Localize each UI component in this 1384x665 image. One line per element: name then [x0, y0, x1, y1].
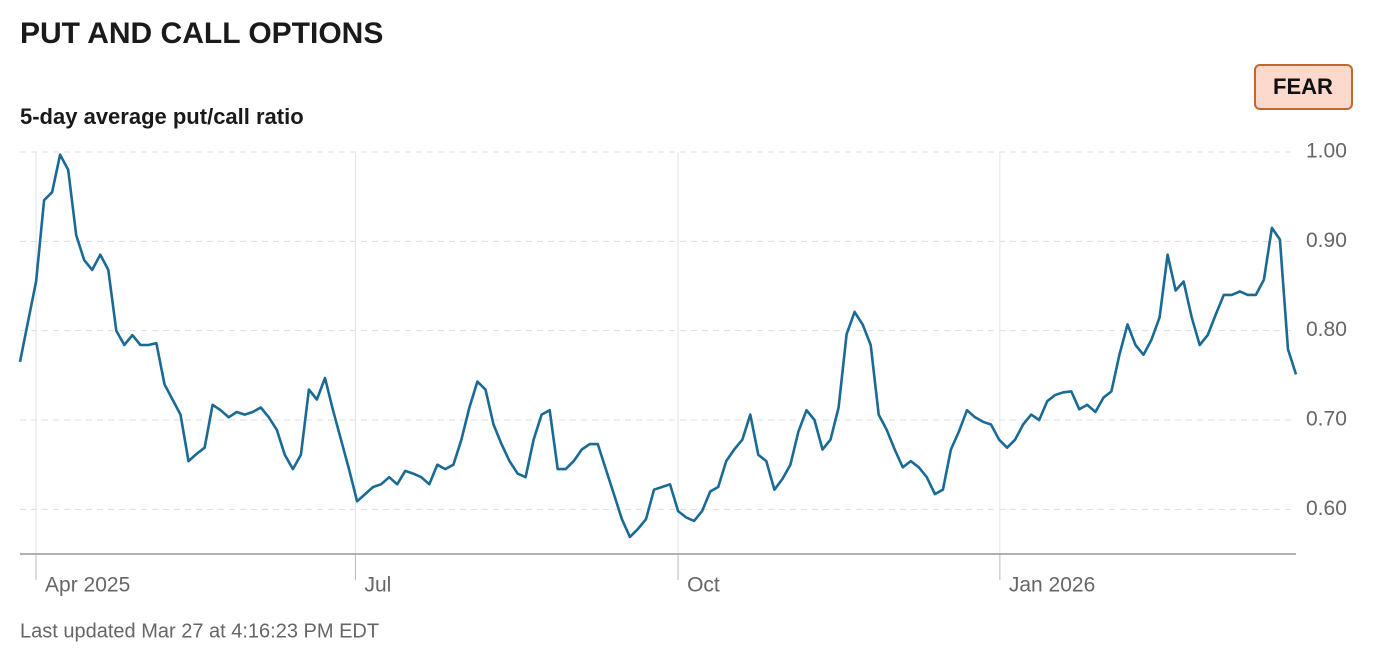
x-tick-label: Oct: [687, 574, 720, 597]
y-tick-label: 0.70: [1306, 408, 1347, 431]
y-tick-label: 0.60: [1306, 497, 1347, 520]
chart-title: PUT AND CALL OPTIONS: [20, 17, 383, 50]
chart-subtitle: 5-day average put/call ratio: [20, 104, 304, 129]
status-badge: [1254, 64, 1353, 110]
data-line: [18, 153, 1298, 539]
y-tick-label: 0.90: [1306, 229, 1347, 252]
y-tick-label: 1.00: [1306, 140, 1347, 163]
footer: Last updated Mar 27 at 4:16:23 PM EDT: [20, 620, 379, 642]
y-tick-label: 0.80: [1306, 318, 1347, 341]
x-tick-label: Jan 2026: [1009, 574, 1095, 597]
x-tick-label: Jul: [364, 574, 391, 597]
x-tick-label: Apr 2025: [45, 574, 130, 597]
status-label: FEAR: [1273, 74, 1333, 99]
